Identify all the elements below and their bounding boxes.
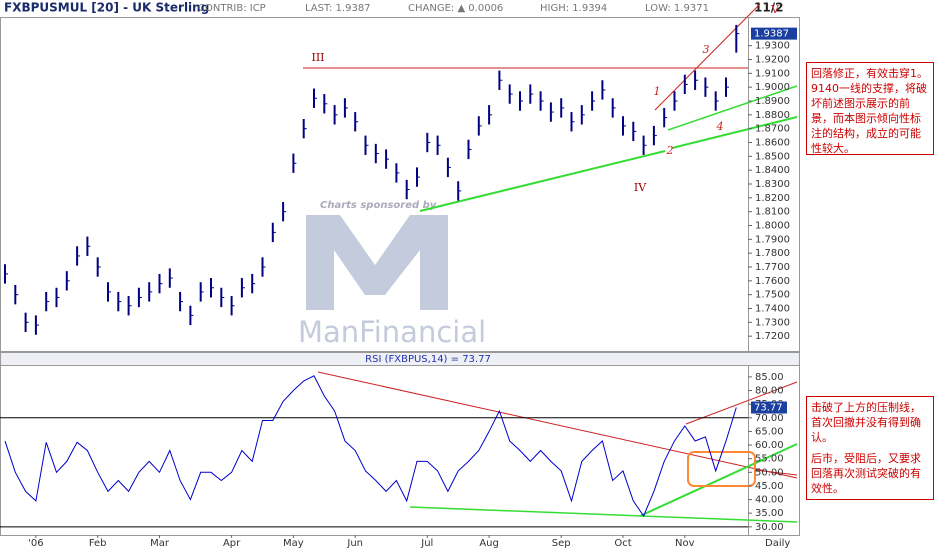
y-tick-label: 1.8300: [755, 179, 790, 190]
y-tick-label: 1.8600: [755, 138, 790, 149]
trend-line: [667, 85, 798, 131]
x-tick-label: Aug: [479, 538, 499, 549]
y-tick-label: 1.7800: [755, 248, 790, 259]
trend-line: [317, 371, 798, 479]
y-tick-label: 1.9000: [755, 82, 790, 93]
wave-label: IV: [634, 181, 647, 194]
y-tick-label: 1.8500: [755, 151, 790, 162]
x-tick-label: Mar: [150, 538, 170, 549]
trend-line: [654, 3, 761, 111]
wave-label: 1: [654, 85, 661, 98]
wave-label: 2: [666, 144, 674, 157]
y-tick-label: 35.00: [755, 508, 784, 519]
y-tick-label: 60.00: [755, 440, 784, 451]
y-tick-label: 1.7600: [755, 276, 790, 287]
header-low: LOW: 1.9371: [645, 3, 709, 14]
x-tick-label: Apr: [223, 538, 241, 549]
y-tick-label: 55.00: [755, 454, 784, 465]
y-tick-label: 1.9200: [755, 55, 790, 66]
note-text: 后市，受阻后，又要求回落再次测试突破的有效性。: [811, 452, 921, 495]
note-text: 回落修正，有效击穿1。9140一线的支撑，将破坏前述图示展示的前景，而本图示倾向…: [811, 67, 928, 155]
header-high: HIGH: 1.9394: [540, 3, 607, 14]
highlight-box: [687, 451, 756, 487]
y-tick-label: 1.8800: [755, 110, 790, 121]
rsi-tag: [751, 401, 787, 414]
price-frame: [0, 17, 800, 352]
x-tick-label: Oct: [614, 538, 631, 549]
y-tick-label: 70.00: [755, 413, 784, 424]
period-label: Daily: [765, 538, 790, 549]
y-tick-label: 1.8900: [755, 96, 790, 107]
y-tick-label: 80.00: [755, 386, 784, 397]
y-tick-label: 50.00: [755, 467, 784, 478]
trend-line: [409, 506, 798, 523]
header-title: FXBPUSMUL [20] - UK Sterling: [4, 1, 209, 15]
trend-line: [639, 443, 798, 517]
y-tick-label: 1.7700: [755, 262, 790, 273]
wave-label: 3: [703, 43, 710, 56]
price-tag-label: 1.9387: [754, 29, 789, 40]
y-tick-label: 45.00: [755, 481, 784, 492]
y-tick-label: 1.8700: [755, 124, 790, 135]
y-tick-label: 1.7400: [755, 304, 790, 315]
header-contrib: CONTRIB: ICP: [198, 3, 266, 14]
rsi-title: RSI (FXBPUS,14) = 73.77: [365, 354, 491, 365]
y-tick-label: 1.9300: [755, 41, 790, 52]
y-tick-label: 1.8200: [755, 193, 790, 204]
x-tick-label: Sep: [552, 538, 571, 549]
header-change: CHANGE: ▲ 0.0006: [408, 3, 503, 14]
header-date: 11/2: [754, 1, 783, 15]
note-text: 击破了上方的压制线，首次回撤并没有得到确认。: [811, 401, 921, 444]
x-tick-label: Jul: [420, 538, 433, 549]
y-tick-label: 1.8400: [755, 165, 790, 176]
watermark-brand: ManFinancial: [298, 315, 486, 349]
y-tick-label: 1.8100: [755, 207, 790, 218]
x-tick-label: '06: [28, 538, 43, 549]
price-tag: [751, 27, 797, 40]
y-tick-label: 1.9100: [755, 68, 790, 79]
note-box: 击破了上方的压制线，首次回撤并没有得到确认。 后市，受阻后，又要求回落再次测试突破…: [806, 396, 934, 500]
watermark-sponsor: Charts sponsored by: [320, 200, 437, 211]
rsi-line: [4, 375, 737, 517]
y-tick-label: 1.7300: [755, 317, 790, 328]
x-tick-label: Feb: [89, 538, 107, 549]
y-tick-label: 1.7500: [755, 290, 790, 301]
note-box: 回落修正，有效击穿1。9140一线的支撑，将破坏前述图示展示的前景，而本图示倾向…: [806, 62, 934, 155]
callout-line: [754, 469, 798, 476]
y-tick-label: 1.7900: [755, 234, 790, 245]
trend-line: [419, 150, 666, 212]
y-tick-label: 1.7200: [755, 331, 790, 342]
y-tick-label: 1.8000: [755, 221, 790, 232]
y-tick-label: 65.00: [755, 426, 784, 437]
trend-line: [671, 116, 798, 149]
y-tick-label: 85.00: [755, 372, 784, 383]
trend-line: [685, 381, 798, 425]
wave-label: 4: [716, 120, 724, 133]
y-tick-label: 30.00: [755, 522, 784, 533]
x-tick-label: May: [283, 538, 304, 549]
wave-label: V: [770, 3, 780, 16]
x-tick-label: Nov: [675, 538, 695, 549]
header-last: LAST: 1.9387: [305, 3, 371, 14]
x-tick-label: Jun: [346, 538, 363, 549]
rsi-frame: [0, 365, 800, 536]
wave-label: III: [311, 51, 324, 64]
rsi-tag-label: 73.77: [754, 403, 783, 414]
watermark-logo: [306, 215, 448, 310]
y-tick-label: 40.00: [755, 495, 784, 506]
